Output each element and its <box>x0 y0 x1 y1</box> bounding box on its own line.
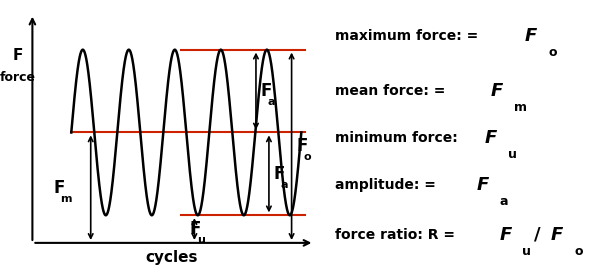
Text: F: F <box>499 225 511 244</box>
Text: a: a <box>499 195 508 208</box>
Text: F: F <box>296 137 308 155</box>
Text: mean force: =: mean force: = <box>335 84 455 98</box>
Text: m: m <box>514 101 527 114</box>
Text: u: u <box>522 245 531 258</box>
Text: F: F <box>525 27 538 45</box>
Text: u: u <box>508 148 517 161</box>
Text: maximum force: =: maximum force: = <box>335 29 483 43</box>
Text: o: o <box>574 245 583 258</box>
Text: a: a <box>281 180 289 190</box>
Text: F: F <box>274 165 285 183</box>
Text: cycles: cycles <box>145 250 198 265</box>
Text: F: F <box>491 82 503 100</box>
Text: u: u <box>197 235 205 245</box>
Text: m: m <box>61 194 72 204</box>
Text: force ratio: R =: force ratio: R = <box>335 228 460 242</box>
Text: F: F <box>476 176 488 194</box>
Text: o: o <box>548 46 557 59</box>
Text: F: F <box>13 48 23 63</box>
Text: F: F <box>53 179 65 197</box>
Text: force: force <box>0 71 36 84</box>
Text: amplitude: =: amplitude: = <box>335 178 446 192</box>
Text: /: / <box>534 225 541 244</box>
Text: minimum force:: minimum force: <box>335 131 463 145</box>
Text: F: F <box>261 82 272 100</box>
Text: a: a <box>268 97 275 107</box>
Text: o: o <box>304 152 311 162</box>
Text: F: F <box>190 220 201 238</box>
Text: F: F <box>551 225 563 244</box>
Text: F: F <box>485 129 497 147</box>
